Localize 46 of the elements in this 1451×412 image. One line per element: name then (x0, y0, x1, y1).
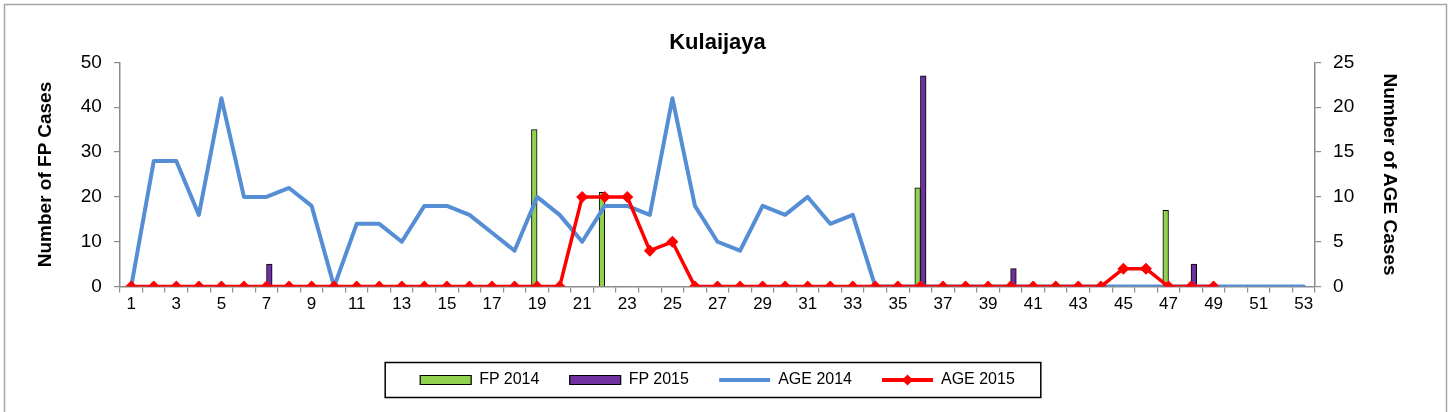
x-tick-label: 1 (126, 294, 136, 314)
x-tick-label: 25 (662, 294, 682, 314)
x-tick-label: 45 (1113, 294, 1133, 314)
legend-label: FP 2014 (479, 370, 540, 388)
y2-tick-label: 25 (1333, 50, 1355, 72)
x-tick-label: 29 (753, 294, 773, 314)
y-tick-label: 30 (80, 140, 102, 162)
legend-label: AGE 2014 (778, 370, 853, 388)
x-tick-label: 21 (572, 294, 592, 314)
x-tick-label: 17 (482, 294, 502, 314)
chart-title: Kulaijaya (669, 29, 767, 55)
y2-tick-label: 20 (1333, 95, 1355, 117)
y-tick-label: 40 (80, 95, 102, 117)
x-tick-label: 11 (347, 294, 366, 314)
x-tick-label: 13 (392, 294, 412, 314)
y-tick-label: 50 (80, 50, 102, 72)
x-tick-label: 53 (1294, 294, 1314, 314)
y2-tick-label: 5 (1333, 229, 1344, 251)
x-tick-label: 3 (171, 294, 182, 314)
y-tick-label: 10 (80, 229, 102, 251)
y-tick-label: 0 (91, 274, 102, 296)
x-tick-label: 7 (261, 294, 272, 314)
x-tick-label: 27 (708, 294, 727, 314)
y2-tick-label: 15 (1333, 140, 1355, 162)
x-tick-label: 9 (306, 294, 317, 314)
x-tick-label: 51 (1249, 294, 1269, 314)
x-tick-label: 31 (798, 294, 818, 314)
y-axis-title: Number of FP Cases (33, 81, 55, 268)
x-tick-label: 39 (978, 294, 998, 314)
x-tick-label: 23 (617, 294, 637, 314)
x-tick-label: 15 (437, 294, 457, 314)
x-tick-label: 35 (888, 294, 908, 314)
x-tick-label: 37 (933, 294, 953, 314)
x-tick-label: 33 (843, 294, 863, 314)
x-tick-label: 5 (216, 294, 227, 314)
y2-tick-label: 10 (1333, 185, 1355, 207)
y2-axis-title: Number of AGE Cases (1380, 73, 1402, 276)
legend-label: FP 2015 (628, 370, 689, 388)
y-tick-label: 20 (80, 185, 102, 207)
legend-label: AGE 2015 (940, 370, 1015, 388)
x-tick-label: 41 (1023, 294, 1043, 314)
x-tick-label: 49 (1204, 294, 1224, 314)
x-tick-label: 47 (1159, 294, 1178, 314)
x-tick-label: 43 (1068, 294, 1088, 314)
y2-tick-label: 0 (1333, 274, 1344, 296)
x-tick-label: 19 (527, 294, 547, 314)
